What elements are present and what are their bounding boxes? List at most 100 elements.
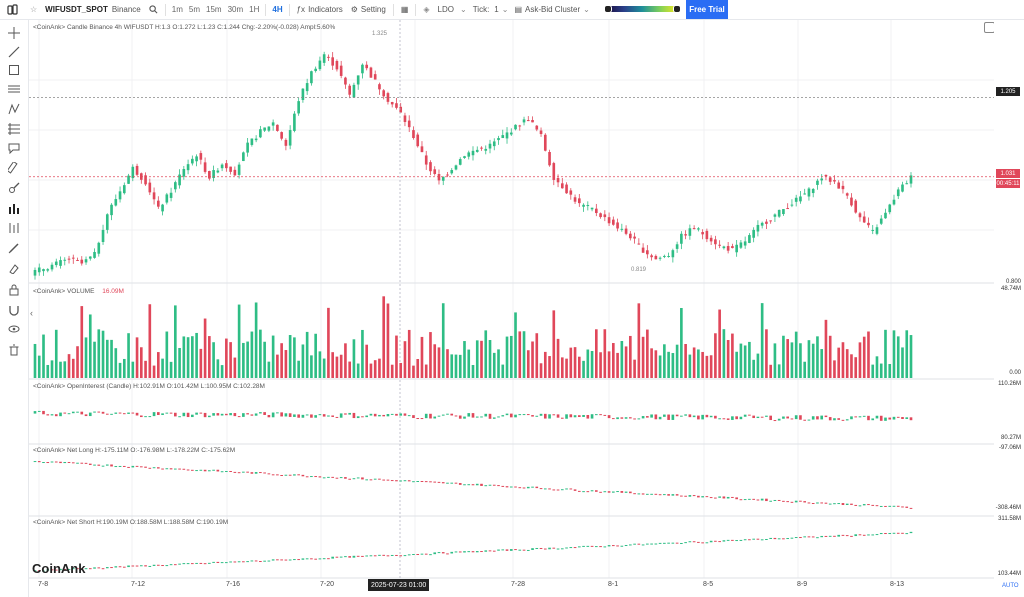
heatmap-color-slider[interactable] xyxy=(606,6,678,12)
volume-bar xyxy=(59,361,62,378)
candle-body xyxy=(148,182,152,193)
netlong-candle xyxy=(395,480,398,482)
eye-icon[interactable]: ◈ xyxy=(423,5,430,14)
netlong-candle xyxy=(845,503,849,506)
netshort-candle xyxy=(403,555,407,557)
measure-icon[interactable] xyxy=(7,221,21,235)
tick-value-select[interactable]: 1 xyxy=(494,5,499,14)
volume-bar xyxy=(773,343,777,378)
candle-body xyxy=(509,132,513,135)
timeframe-30m[interactable]: 30m xyxy=(227,5,244,14)
netshort-candle xyxy=(816,537,819,539)
netshort-candle xyxy=(675,542,679,544)
app-logo-icon[interactable] xyxy=(6,3,20,16)
magnet-snap-icon[interactable] xyxy=(7,303,21,317)
volume-bar xyxy=(271,335,275,378)
parallel-channel-icon[interactable] xyxy=(7,82,21,96)
netshort-candle xyxy=(743,539,747,541)
ruler-icon[interactable] xyxy=(7,161,21,175)
auto-scale-button[interactable]: AUTO xyxy=(1002,583,1019,589)
fib-retracement-icon[interactable] xyxy=(7,122,21,136)
price-axis[interactable] xyxy=(994,20,1024,597)
netshort-candle xyxy=(42,570,45,572)
crosshair-icon[interactable] xyxy=(7,26,21,40)
netshort-candle xyxy=(807,536,811,538)
setting-button[interactable]: ⚙ Setting xyxy=(347,0,390,19)
rectangle-icon[interactable] xyxy=(7,63,21,77)
volume-bar xyxy=(646,329,649,378)
netshort-candle xyxy=(267,560,271,562)
pencil-icon[interactable] xyxy=(7,241,21,255)
oi-candle xyxy=(590,414,594,419)
chart-canvas[interactable] xyxy=(29,20,994,597)
oi-candle xyxy=(837,418,841,420)
oi-candle xyxy=(680,415,683,417)
chevron-down-icon[interactable]: ⌄ xyxy=(501,5,509,14)
trend-line-icon[interactable] xyxy=(7,45,21,59)
magnet-icon[interactable] xyxy=(7,261,21,275)
cluster-button[interactable]: ▤ Ask-Bid Cluster ⌄ xyxy=(510,0,593,19)
netlong-candle xyxy=(816,502,819,504)
netshort-candle xyxy=(590,545,594,547)
volume-bar xyxy=(386,303,390,378)
volume-bar xyxy=(301,344,305,378)
ldo-selector[interactable]: LDO xyxy=(437,5,454,14)
favorite-star-icon[interactable]: ☆ xyxy=(30,5,38,14)
netlong-candle xyxy=(344,477,347,479)
oi-candle xyxy=(467,413,471,417)
chevron-down-icon[interactable]: ⌄ xyxy=(460,5,467,14)
annotation-icon[interactable] xyxy=(7,141,21,155)
candle-body xyxy=(174,182,177,190)
layout-grid-icon[interactable]: ▦ xyxy=(400,5,409,14)
visibility-eye-icon[interactable] xyxy=(7,322,21,336)
timeframe-4h[interactable]: 4H xyxy=(272,5,283,14)
oi-candle xyxy=(233,413,237,417)
bar-chart-icon[interactable] xyxy=(7,201,21,215)
netlong-axis-max: -97.06M xyxy=(998,445,1021,451)
volume-bar xyxy=(786,339,789,378)
oi-candle xyxy=(543,413,547,419)
candle-body xyxy=(773,214,777,217)
candle-body xyxy=(654,255,658,260)
slider-knob-left[interactable] xyxy=(604,5,612,13)
volume-bar xyxy=(799,343,802,378)
candle-body xyxy=(284,139,288,146)
timeframe-1m[interactable]: 1m xyxy=(171,5,183,14)
trash-icon[interactable] xyxy=(7,343,21,357)
netshort-candle xyxy=(543,548,547,550)
netlong-candle xyxy=(765,498,768,502)
search-icon[interactable] xyxy=(145,0,162,19)
candle-body xyxy=(505,132,509,139)
timeframe-5m[interactable]: 5m xyxy=(188,5,201,14)
drawing-toolbar xyxy=(0,20,29,597)
timeframe-1h[interactable]: 1H xyxy=(249,5,260,14)
volume-bar xyxy=(629,335,632,378)
netshort-candle xyxy=(127,565,130,568)
candle-body xyxy=(246,142,249,153)
netlong-candle xyxy=(488,484,492,486)
indicators-button[interactable]: ƒx Indicators xyxy=(293,0,347,19)
free-trial-button[interactable]: Free Trial xyxy=(686,0,728,19)
volume-bar xyxy=(378,358,381,378)
candle-body xyxy=(811,188,815,194)
slider-knob-right[interactable] xyxy=(673,5,681,13)
netshort-candle xyxy=(250,560,254,562)
brush-icon[interactable] xyxy=(7,181,21,195)
symbol-name[interactable]: WIFUSDT_SPOT xyxy=(45,5,108,14)
lock-icon[interactable] xyxy=(7,283,21,297)
netshort-candle xyxy=(624,545,628,547)
volume-bar xyxy=(624,346,628,378)
oi-candle xyxy=(867,415,870,421)
oi-candle xyxy=(318,414,322,416)
chevron-left-icon[interactable]: ‹ xyxy=(30,308,33,318)
chart-area[interactable] xyxy=(29,20,994,597)
netshort-candle xyxy=(794,537,798,539)
volume-bar xyxy=(565,358,568,378)
pattern-icon[interactable] xyxy=(7,102,21,116)
netlong-candle xyxy=(310,476,313,478)
timeframe-15m[interactable]: 15m xyxy=(206,5,222,14)
candle-body xyxy=(820,178,824,181)
candle-body xyxy=(373,74,377,80)
volume-bar xyxy=(437,347,441,378)
candle-body xyxy=(607,217,611,224)
